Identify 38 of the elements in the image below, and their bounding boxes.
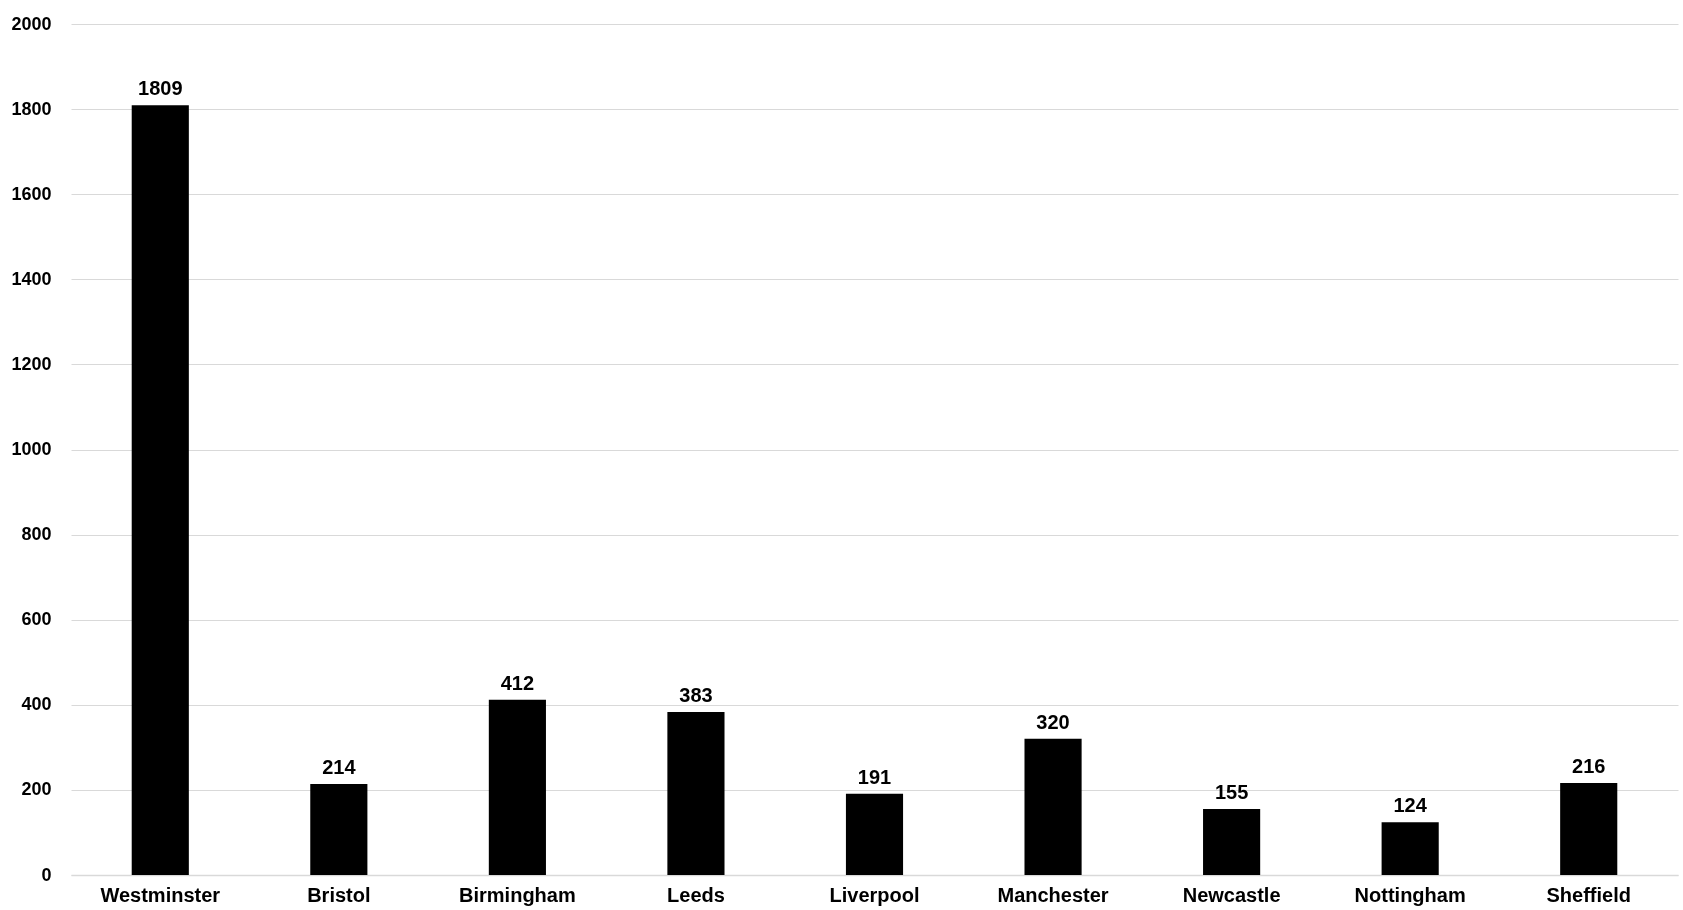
data-label: 412 [500,671,535,694]
bar [1203,809,1261,875]
bar [1024,738,1082,875]
x-tick-label: Newcastle [1182,883,1281,906]
bar [845,793,904,875]
x-tick-label: Liverpool [829,883,920,906]
y-tick-label: 1600 [11,183,52,204]
data-label: 124 [1393,794,1428,817]
data-label: 383 [679,684,713,707]
data-label: 191 [857,765,892,788]
y-tick-label: 1200 [11,353,52,374]
y-tick-label: 800 [21,524,52,545]
y-tick-label: 0 [41,864,52,885]
y-tick-label: 1400 [11,268,52,289]
data-label: 216 [1572,755,1606,778]
data-label: 214 [322,755,357,778]
bar [310,783,368,875]
bar [1560,783,1618,875]
x-tick-label: Sheffield [1546,883,1631,906]
x-tick-label: Birmingham [459,883,576,906]
bar [667,712,725,875]
y-tick-label: 1800 [11,98,52,119]
y-tick-label: 400 [21,694,52,715]
data-label: 155 [1214,781,1249,804]
y-tick-label: 2000 [11,13,52,34]
data-label: 320 [1036,710,1070,733]
y-tick-label: 600 [21,609,52,630]
bar [131,105,189,875]
data-label: 1809 [138,77,183,100]
x-tick-label: Westminster [100,883,221,906]
x-tick-label: Nottingham [1354,883,1466,906]
x-tick-label: Leeds [667,883,725,906]
bar [1381,822,1439,875]
bar [488,699,546,875]
y-tick-label: 1000 [11,439,52,459]
y-tick-label: 200 [21,779,52,800]
x-tick-label: Bristol [307,883,371,906]
x-tick-label: Manchester [997,883,1109,906]
